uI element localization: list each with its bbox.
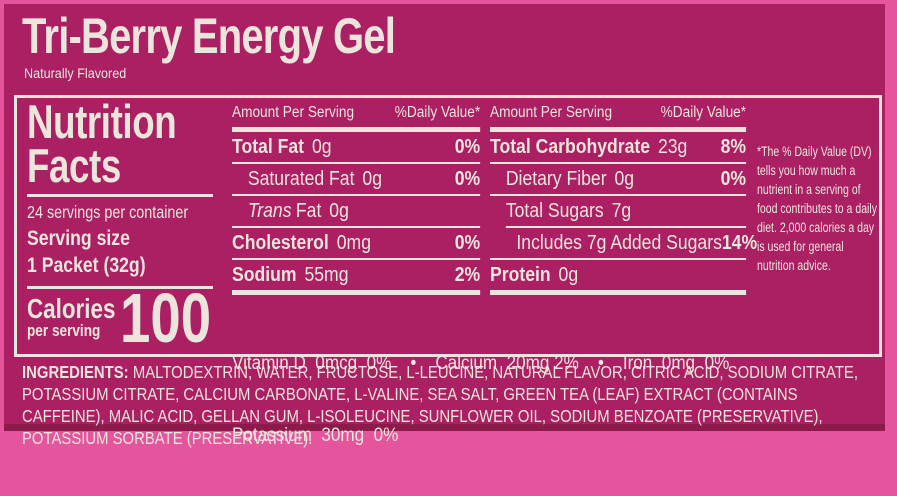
thick-rule (490, 127, 747, 132)
nutrient-amount: 7g (611, 200, 632, 222)
nutrient-name: Protein (490, 264, 551, 286)
row-sodium: Sodium 55mg 2% (232, 260, 480, 290)
serving-size-value: 1 Packet (32g) (27, 253, 146, 277)
nutrient-name: Total Fat (232, 136, 305, 158)
nutrient-name: Trans Fat (232, 196, 322, 226)
nutrient-name: Sodium (232, 264, 297, 286)
row-added-sugars: Includes 7g Added Sugars 14% (490, 228, 757, 258)
calories-sublabel: per serving (27, 321, 101, 340)
nutrient-amount: 0mg (336, 232, 371, 254)
amount-per-serving-header: Amount Per Serving (232, 104, 355, 121)
product-subtitle: Naturally Flavored (24, 65, 127, 81)
calories-label: Calories (27, 293, 116, 324)
calories-labels: Calories per serving (27, 295, 227, 340)
nutrient-amount: 0g (614, 168, 635, 190)
nutrient-name: Total Sugars (505, 200, 604, 222)
ingredients-text: MALTODEXTRIN, WATER, FRUCTOSE, L-LEUCINE… (22, 362, 858, 448)
nutrient-column-carbs: Amount Per Serving %Daily Value* Total C… (490, 104, 757, 295)
thick-rule (232, 127, 481, 132)
nutrient-name: Includes 7g Added Sugars (516, 232, 722, 254)
servings-per-container: 24 servings per container (27, 202, 189, 222)
ingredients-label: INGREDIENTS: (22, 362, 129, 382)
nutrient-daily-value: 8% (720, 136, 747, 158)
daily-value-header: %Daily Value* (660, 104, 747, 121)
nutrient-name-italic: Trans (247, 200, 292, 222)
nutrient-daily-value: 2% (454, 264, 481, 286)
row-total-sugars: Total Sugars 7g (490, 196, 746, 226)
amount-per-serving-header: Amount Per Serving (490, 104, 613, 121)
row-total-fat: Total Fat 0g 0% (232, 132, 480, 162)
divider (232, 226, 481, 228)
nutrient-amount: 0g (362, 168, 382, 190)
divider (232, 194, 481, 196)
column-header: Amount Per Serving %Daily Value* (232, 104, 480, 127)
nutrient-name: Saturated Fat (247, 168, 355, 190)
row-trans-fat: Trans Fat 0g (232, 196, 480, 226)
column-header: Amount Per Serving %Daily Value* (490, 104, 746, 127)
nutrient-amount: 0g (329, 200, 349, 222)
nutrient-name: Cholesterol (232, 232, 329, 254)
row-cholesterol: Cholesterol 0mg 0% (232, 228, 480, 258)
nutrition-facts-heading: Nutrition Facts (27, 95, 230, 192)
divider (490, 258, 747, 260)
daily-value-footnote: *The % Daily Value (DV) tells you how mu… (757, 144, 878, 273)
serving-size-label: Serving size (27, 226, 130, 250)
daily-value-header: %Daily Value* (394, 104, 481, 121)
ingredients-section: INGREDIENTS: MALTODEXTRIN, WATER, FRUCTOS… (22, 361, 881, 449)
nutrient-column-fats: Amount Per Serving %Daily Value* Total F… (232, 104, 481, 295)
thick-rule (490, 290, 747, 295)
nutrient-daily-value: 0% (454, 232, 481, 254)
nutrient-amount: 0g (558, 264, 579, 286)
product-title: Tri-Berry Energy Gel (22, 8, 396, 64)
nutrient-amount: 23g (657, 136, 688, 158)
nutrient-name: Total Carbohydrate (490, 136, 651, 158)
calories-value: 100 (120, 279, 212, 357)
nutrient-name-rest: Fat (295, 200, 322, 222)
nutrition-facts-panel: Nutrition Facts 24 servings per containe… (14, 95, 882, 446)
micronutrients-line1: Vitamin D 0mcg 0% • Calcium 20mg 2% • Ir… (232, 353, 730, 374)
nutrition-facts-heading-line1: Nutrition (27, 95, 177, 148)
row-dietary-fiber: Dietary Fiber 0g 0% (490, 164, 746, 194)
label-sheet: Tri-Berry Energy Gel Naturally Flavored … (4, 4, 885, 448)
divider (232, 162, 481, 164)
divider (490, 162, 747, 164)
nutrient-daily-value: 0% (454, 136, 481, 158)
divider (27, 194, 213, 197)
divider (232, 258, 481, 260)
nutrient-name: Dietary Fiber (505, 168, 607, 190)
divider (505, 226, 747, 228)
row-protein: Protein 0g (490, 260, 746, 290)
row-total-carbohydrate: Total Carbohydrate 23g 8% (490, 132, 746, 162)
nutrient-amount: 55mg (304, 264, 349, 286)
nutrient-amount: 0g (311, 136, 332, 158)
nutrient-daily-value: 0% (454, 168, 481, 190)
divider (27, 286, 213, 289)
nutrition-facts-heading-line2: Facts (27, 139, 121, 192)
nutrition-facts-summary: Nutrition Facts 24 servings per containe… (27, 95, 230, 355)
calories-row: Calories per serving 100 (27, 283, 227, 355)
divider (490, 194, 747, 196)
row-saturated-fat: Saturated Fat 0g 0% (232, 164, 480, 194)
nutrient-daily-value: 0% (720, 168, 747, 190)
nutrient-daily-value: 14% (721, 232, 758, 254)
thick-rule (232, 290, 481, 295)
